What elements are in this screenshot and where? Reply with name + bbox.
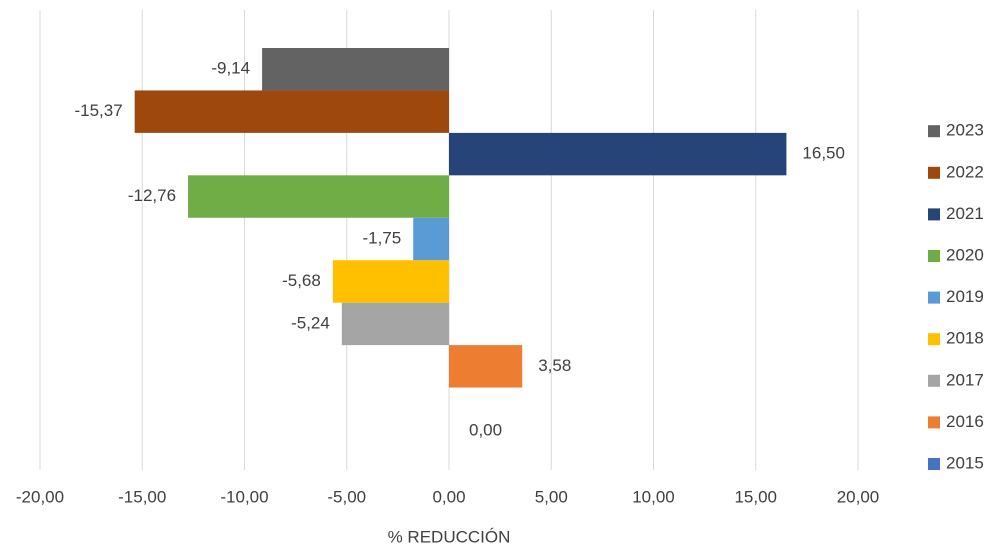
legend-swatch: [928, 208, 940, 221]
legend-swatch: [928, 291, 940, 304]
legend-label: 2015: [946, 453, 984, 472]
bar: [134, 90, 449, 133]
data-label: 16,50: [802, 144, 845, 163]
data-label: -15,37: [74, 101, 122, 120]
data-label: -9,14: [211, 59, 250, 78]
data-label: -5,24: [291, 313, 330, 332]
x-tick-label: -15,00: [118, 487, 166, 506]
x-axis-label: % REDUCCIÓN: [388, 527, 511, 546]
legend-label: 2019: [946, 287, 984, 306]
data-label: -12,76: [128, 186, 176, 205]
data-label: -1,75: [362, 228, 401, 247]
legend-swatch: [928, 125, 940, 138]
x-tick-label: 15,00: [734, 487, 777, 506]
legend-label: 2017: [946, 370, 984, 389]
x-tick-label: 5,00: [535, 487, 568, 506]
bar: [332, 260, 449, 303]
legend-label: 2023: [946, 121, 984, 140]
x-tick-label: 0,00: [432, 487, 465, 506]
bar: [341, 302, 449, 346]
legend-label: 2020: [946, 245, 984, 264]
bar: [262, 48, 449, 91]
bar: [449, 132, 787, 176]
x-tick-label: -20,00: [16, 487, 64, 506]
x-tick-label: 20,00: [837, 487, 880, 506]
data-label: 0,00: [469, 420, 502, 439]
data-label: 3,58: [538, 356, 571, 375]
data-label: -5,68: [282, 271, 321, 290]
bar: [449, 345, 523, 388]
legend-label: 2018: [946, 329, 984, 348]
legend-swatch: [928, 166, 940, 179]
x-tick-label: 10,00: [632, 487, 675, 506]
legend-swatch: [928, 458, 940, 470]
x-tick-label: -5,00: [327, 487, 366, 506]
x-tick-label: -10,00: [220, 487, 268, 506]
legend-label: 2022: [946, 162, 984, 181]
legend-swatch: [928, 250, 940, 262]
legend-swatch: [928, 416, 940, 429]
legend-swatch: [928, 374, 940, 387]
legend-label: 2016: [946, 412, 984, 431]
bar: [188, 175, 450, 218]
bar: [413, 217, 449, 261]
legend-label: 2021: [946, 204, 984, 223]
legend-swatch: [928, 333, 940, 346]
